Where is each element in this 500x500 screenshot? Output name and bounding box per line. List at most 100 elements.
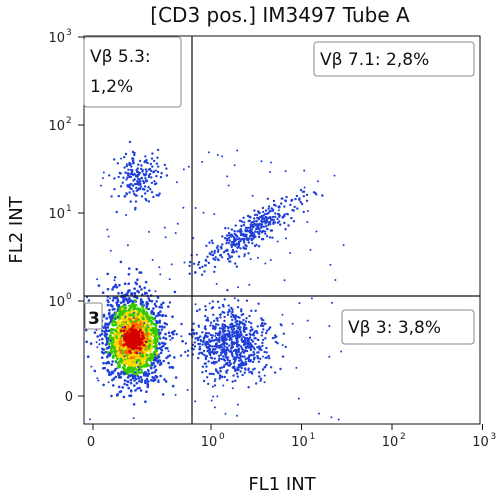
population-point <box>135 317 139 321</box>
population-point <box>109 372 113 376</box>
population-point <box>243 255 246 258</box>
population-point <box>269 171 271 173</box>
population-point <box>134 366 137 370</box>
population-point <box>218 338 221 342</box>
population-point <box>140 378 144 382</box>
population-point <box>229 260 232 263</box>
population-point <box>307 210 309 212</box>
population-point <box>114 354 117 357</box>
population-point <box>237 286 239 289</box>
population-point <box>271 215 275 219</box>
population-point <box>128 369 132 373</box>
population-point <box>215 361 218 364</box>
population-point <box>123 382 126 386</box>
population-point <box>207 382 210 386</box>
population-point <box>208 302 211 305</box>
population-point <box>226 363 229 366</box>
population-point <box>272 222 275 225</box>
population-point <box>222 339 226 342</box>
population-point <box>161 341 164 345</box>
population-point <box>125 313 129 317</box>
y-tick-label: 10 <box>48 207 65 222</box>
population-point <box>237 368 240 371</box>
population-point <box>226 332 229 336</box>
population-point <box>126 372 129 376</box>
population-point <box>158 305 161 309</box>
population-point <box>281 216 284 219</box>
population-point <box>108 174 111 177</box>
population-point <box>208 340 212 343</box>
population-point <box>142 179 145 183</box>
population-point <box>278 215 281 218</box>
population-point <box>128 344 132 347</box>
population-point <box>206 316 209 320</box>
population-point <box>135 341 138 345</box>
population-point <box>261 344 264 348</box>
population-point <box>251 333 254 336</box>
population-point <box>211 306 215 309</box>
population-point <box>144 180 148 183</box>
population-point <box>119 185 123 188</box>
population-point <box>208 252 211 255</box>
population-point <box>138 330 141 333</box>
population-point <box>247 386 250 389</box>
population-point <box>221 355 225 358</box>
population-point <box>167 305 170 309</box>
population-point <box>118 348 122 352</box>
population-point <box>144 371 148 375</box>
population-point <box>239 357 242 360</box>
population-point <box>135 381 139 385</box>
population-point <box>205 345 208 349</box>
population-point <box>202 339 205 342</box>
population-point <box>234 316 237 319</box>
population-point <box>243 349 247 352</box>
quadrant-label-bottom-right-text: Vβ 3: 3,8% <box>348 318 441 338</box>
population-point <box>173 290 177 294</box>
population-point <box>198 345 202 348</box>
population-point <box>107 381 110 384</box>
population-point <box>267 205 271 208</box>
population-point <box>130 309 134 312</box>
population-point <box>265 227 269 231</box>
population-point <box>217 354 221 358</box>
population-point <box>141 334 145 338</box>
population-point <box>240 308 243 311</box>
population-point <box>98 343 101 346</box>
population-point <box>258 228 261 231</box>
population-point <box>134 323 138 327</box>
population-point <box>216 154 219 156</box>
population-point <box>197 336 201 339</box>
population-point <box>284 228 287 231</box>
population-point <box>239 238 242 241</box>
population-point <box>210 361 214 365</box>
population-point <box>206 318 209 322</box>
population-point <box>270 218 273 221</box>
population-point <box>285 195 288 199</box>
population-point <box>223 359 227 362</box>
population-point <box>248 345 252 348</box>
population-point <box>142 349 146 352</box>
population-point <box>246 357 249 360</box>
population-point <box>168 334 171 338</box>
population-point <box>309 336 312 339</box>
population-point <box>256 325 259 328</box>
population-point <box>106 351 109 354</box>
population-point <box>259 379 262 382</box>
population-point <box>116 372 120 375</box>
population-point <box>279 367 282 371</box>
quadrant-label-top-left-line1: Vβ 5.3: <box>90 47 151 67</box>
population-point <box>237 363 241 366</box>
population-point <box>168 366 172 369</box>
population-point <box>242 328 246 331</box>
population-point <box>149 188 152 191</box>
population-point <box>243 241 246 244</box>
population-point <box>153 366 156 369</box>
population-point <box>255 220 258 223</box>
population-point <box>242 239 246 242</box>
population-point <box>149 366 153 370</box>
population-point <box>154 334 157 338</box>
population-point <box>236 230 239 233</box>
population-point <box>128 311 131 314</box>
population-point <box>255 227 258 231</box>
population-point <box>121 326 124 329</box>
